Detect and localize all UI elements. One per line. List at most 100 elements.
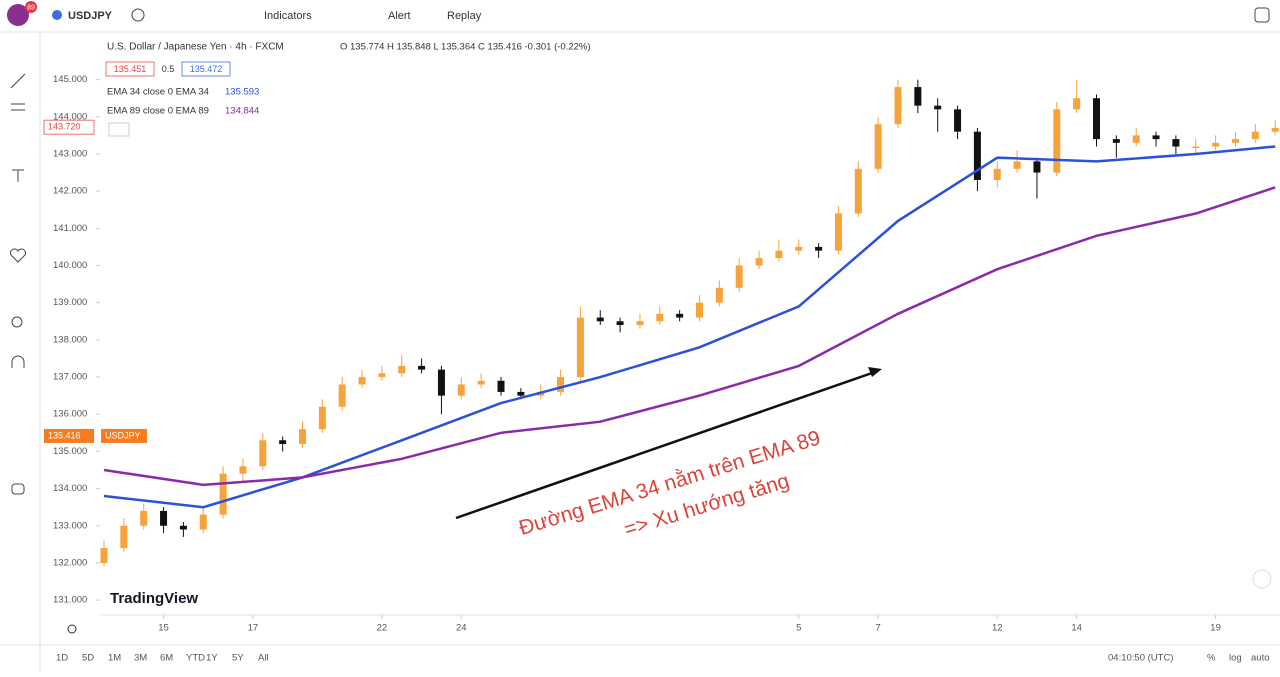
y-tick-label: 143.000 [53,148,87,159]
candle-body [517,391,525,396]
scale-option[interactable]: log [1229,653,1242,664]
candle-body [1212,142,1220,147]
legend-title: U.S. Dollar / Japanese Yen · 4h · FXCM [107,42,284,53]
candle-body [398,365,406,374]
arrow-head [868,367,882,377]
top-bar [0,0,1280,32]
collapse[interactable] [108,122,130,137]
candle-body [1073,98,1081,110]
range-button[interactable]: 1D [56,653,68,664]
candle-body [656,313,664,322]
range-button[interactable]: YTD [186,653,205,664]
sell-box[interactable] [105,61,155,77]
range-button[interactable]: 1Y [206,653,218,664]
x-tick-label: 7 [876,623,881,634]
x-tick-label: 22 [377,623,388,634]
crosshair-label: 143.720 [48,122,81,132]
sell[interactable]: 135.451 [114,64,147,74]
clock: 04:10:50 (UTC) [1108,653,1173,664]
buy-box[interactable] [181,61,231,77]
range-button[interactable]: 3M [134,653,147,664]
candle-body [834,213,842,251]
price-tag: USDJPY [105,430,141,440]
y-tick-label: 145.000 [53,74,87,85]
bottom-bar: 1D 5D 1M 3M 6M YTD 1Y 5Y All 04:10:50 (UTC)% log au… [56,653,1270,664]
candle-body [993,168,1001,180]
candle-body [1013,161,1021,169]
candle-body [735,265,743,288]
x-tick-label: 12 [992,623,1003,634]
scale-option[interactable]: auto [1251,653,1270,664]
candle-body [179,525,187,530]
price-tag-box [101,428,147,443]
x-tick-label: 15 [158,623,169,634]
y-tick-label: 136.000 [53,409,87,420]
candle-body [973,131,981,180]
candle-body [457,384,465,396]
candle-body [259,440,267,467]
candle-body [755,258,763,266]
candle-body [279,440,287,444]
y-tick-label: 139.000 [53,297,87,308]
candle-body [358,377,366,385]
range-button[interactable]: 6M [160,653,173,664]
candle-body [696,302,703,318]
candle-body [1152,135,1160,140]
candle-body [1231,139,1239,143]
fullscreen[interactable] [1254,7,1270,23]
candle-body [338,384,346,407]
scale-option[interactable]: % [1207,653,1216,664]
candle-body [239,466,247,474]
candle-body [1033,161,1041,173]
candle-body [199,514,207,530]
toolbar-item[interactable]: Replay [447,10,482,22]
candle-body [1053,109,1061,173]
range-button[interactable]: 1M [108,653,121,664]
scroll-button[interactable] [1252,569,1272,589]
candle-body [914,87,922,106]
candle-body [1132,135,1140,143]
candle-body [120,525,128,549]
candle-body [1192,146,1200,149]
add-icon[interactable] [131,8,145,22]
candle-body [676,313,684,318]
y-tick-label: 137.000 [53,372,87,383]
candle-body [954,109,962,132]
y-tick-label: 135.000 [53,446,87,457]
candle-body [160,510,168,526]
range-button[interactable]: All [258,653,269,664]
brand: TradingView [110,590,198,607]
candle-body [1172,139,1180,147]
symbol[interactable]: USDJPY [68,10,113,22]
y-tick-label: 132.000 [53,557,87,568]
y-tick-label: 133.000 [53,520,87,531]
candle-body [437,369,445,396]
candle-body [795,246,803,251]
left-tools[interactable] [10,73,26,495]
y-tick-label: 131.000 [53,595,87,606]
candle-body [318,406,326,430]
x-tick-label: 24 [456,623,467,634]
y-tick-label: 144.000 [53,111,87,122]
toolbar-item[interactable]: Alert [388,10,411,22]
toolbar-item[interactable]: Indicators [264,10,312,22]
buy[interactable]: 135.472 [190,64,223,74]
candle-body [378,373,386,378]
candle-body [596,317,604,322]
ema-line [103,186,1276,487]
candle-body [616,321,624,325]
candle-body [100,548,108,563]
candle-body [576,317,584,378]
range-button[interactable]: 5Y [232,653,244,664]
indicator-reading: 135.593 [225,87,259,98]
x-tick-label: 19 [1210,623,1221,634]
badge-dot [25,1,37,13]
avatar[interactable] [7,4,29,26]
ema-line [103,145,1276,509]
flag [52,10,62,20]
candle-body [418,365,426,370]
range-button[interactable]: 5D [82,653,94,664]
settings[interactable] [67,624,77,634]
